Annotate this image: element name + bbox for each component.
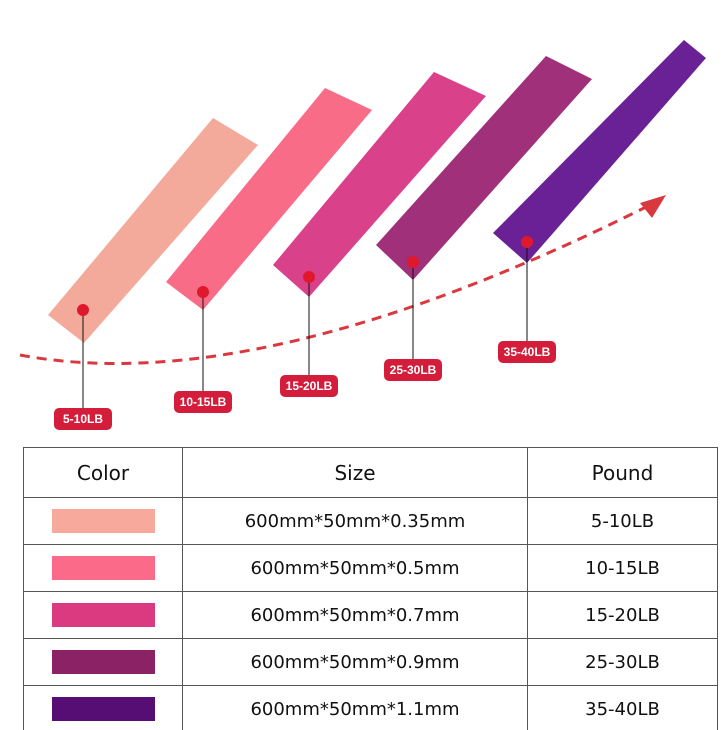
pound-label: 10-15LB [174, 391, 232, 413]
callout-dot [197, 286, 209, 298]
pound-label: 35-40LB [498, 341, 556, 363]
color-swatch [51, 603, 155, 627]
size-cell: 600mm*50mm*0.9mm [182, 638, 528, 686]
color-cell [23, 591, 183, 639]
pound-cell: 35-40LB [527, 685, 718, 730]
table-row: 600mm*50mm*0.5mm 10-15LB [23, 544, 718, 592]
spec-table: Color Size Pound 600mm*50mm*0.35mm 5-10L… [23, 447, 718, 730]
table-row: 600mm*50mm*0.9mm 25-30LB [23, 638, 718, 686]
color-cell [23, 497, 183, 545]
pound-label: 15-20LB [280, 375, 338, 397]
size-cell: 600mm*50mm*0.35mm [182, 497, 528, 545]
arrow-head-icon [640, 195, 666, 218]
header-size: Size [182, 447, 528, 498]
table-row: 600mm*50mm*1.1mm 35-40LB [23, 685, 718, 730]
resistance-band [273, 72, 486, 297]
color-swatch [51, 697, 155, 721]
callout-dot [407, 256, 419, 268]
color-cell [23, 544, 183, 592]
color-cell [23, 685, 183, 730]
color-swatch [51, 509, 155, 533]
size-cell: 600mm*50mm*0.5mm [182, 544, 528, 592]
pound-label: 5-10LB [54, 408, 112, 430]
header-color: Color [23, 447, 183, 498]
resistance-band [166, 88, 372, 310]
header-pound: Pound [527, 447, 718, 498]
color-cell [23, 638, 183, 686]
resistance-band [48, 118, 258, 343]
callout-dot [303, 271, 315, 283]
progress-curve [19, 204, 649, 365]
pound-cell: 25-30LB [527, 638, 718, 686]
color-swatch [51, 556, 155, 580]
size-cell: 600mm*50mm*1.1mm [182, 685, 528, 730]
table-row: 600mm*50mm*0.35mm 5-10LB [23, 497, 718, 545]
resistance-band [376, 56, 592, 280]
color-swatch [51, 650, 155, 674]
pound-cell: 10-15LB [527, 544, 718, 592]
bands-illustration [19, 40, 706, 408]
pound-cell: 15-20LB [527, 591, 718, 639]
size-cell: 600mm*50mm*0.7mm [182, 591, 528, 639]
callout-dot [77, 304, 89, 316]
table-row: 600mm*50mm*0.7mm 15-20LB [23, 591, 718, 639]
resistance-band [493, 40, 706, 263]
pound-label: 25-30LB [384, 359, 442, 381]
pound-cell: 5-10LB [527, 497, 718, 545]
callout-dot [521, 236, 533, 248]
